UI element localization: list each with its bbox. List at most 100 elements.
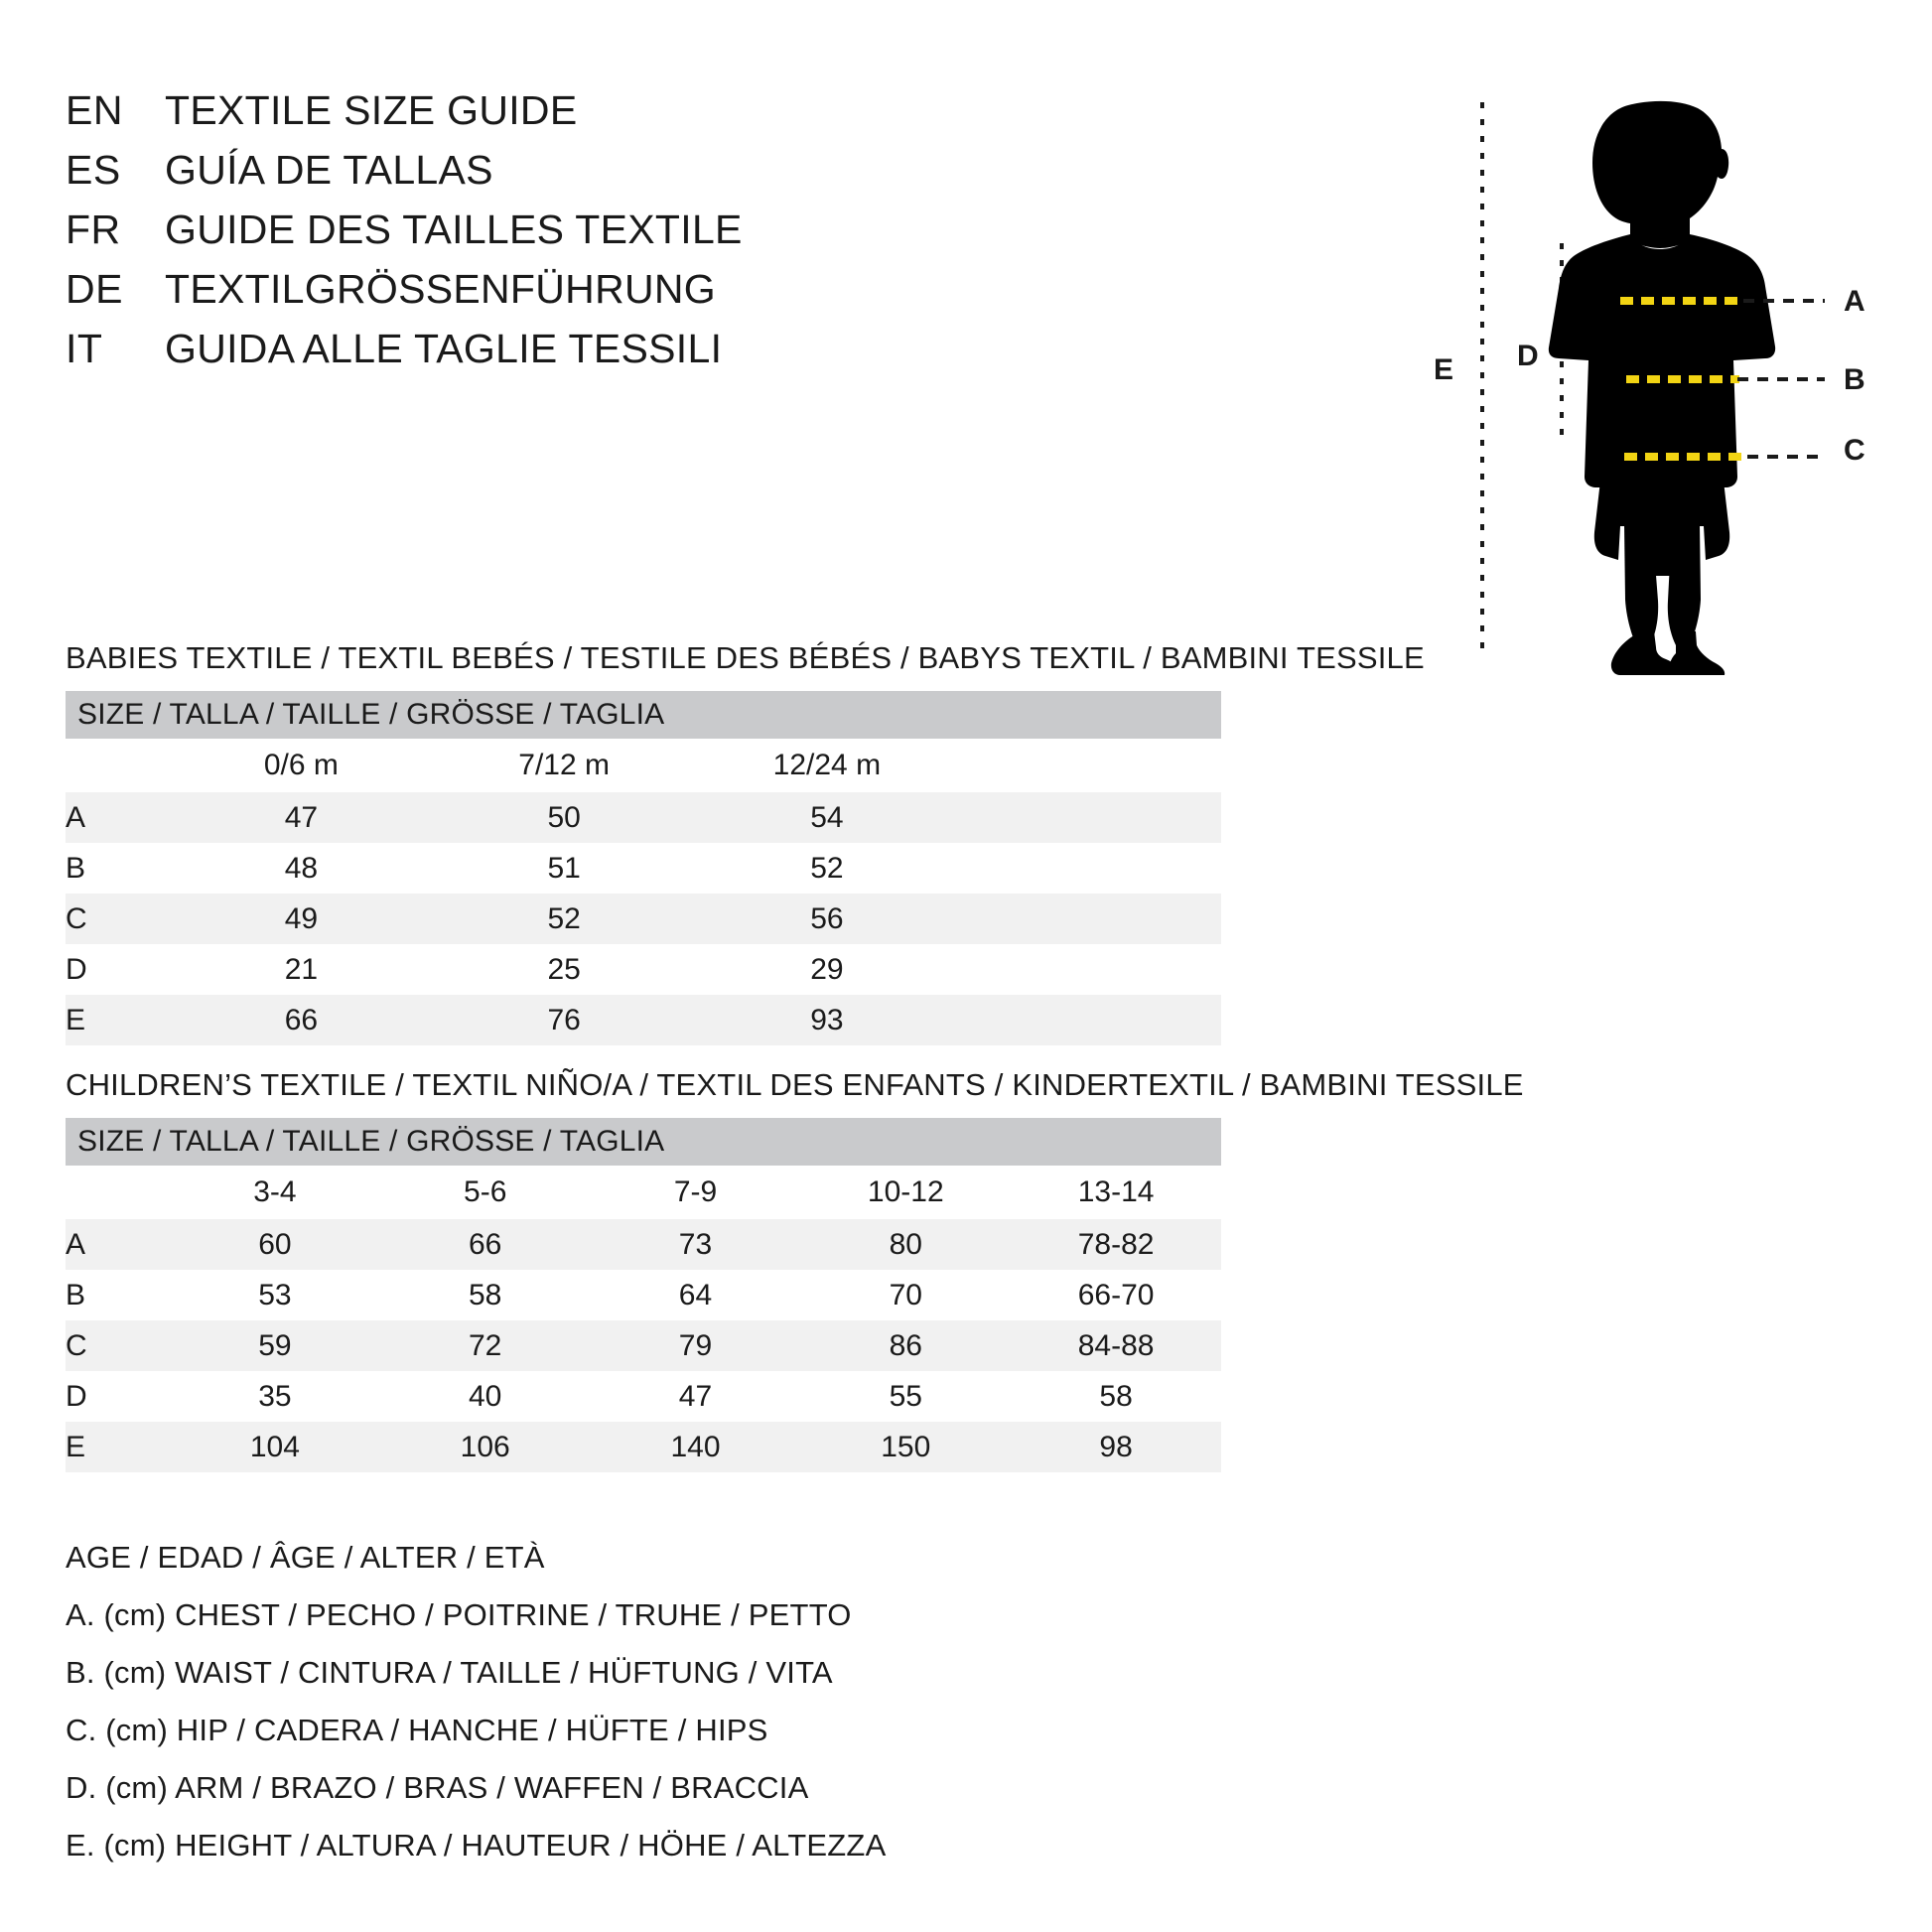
children-cell-b-3: 70	[889, 1278, 922, 1311]
table-row: C 59 72 79 86 84-88	[66, 1320, 1221, 1371]
table-row: B 53 58 64 70 66-70	[66, 1270, 1221, 1320]
children-cell-b-4: 66-70	[1077, 1278, 1155, 1311]
babies-column-header-row: 0/6 m 7/12 m 12/24 m	[66, 739, 1221, 792]
figure-label-d: D	[1517, 340, 1539, 372]
babies-row-label-a: A	[66, 792, 170, 843]
children-row-label-e: E	[66, 1422, 170, 1472]
babies-cell-b-spacer	[958, 843, 1221, 894]
legend-line-chest: A. (cm) CHEST / PECHO / POITRINE / TRUHE…	[66, 1597, 852, 1632]
babies-cell-a-1: 50	[432, 792, 696, 843]
figure-label-a: A	[1844, 285, 1865, 318]
legend-line-waist: B. (cm) WAIST / CINTURA / TAILLE / HÜFTU…	[66, 1655, 833, 1690]
babies-section: BABIES TEXTILE / TEXTIL BEBÉS / TESTILE …	[66, 640, 1425, 1045]
language-title-block: EN TEXTILE SIZE GUIDE ES GUÍA DE TALLAS …	[66, 87, 959, 385]
children-header-corner	[66, 1166, 170, 1219]
babies-column-header-2: 12/24 m	[695, 739, 959, 792]
children-cell-d-3: 55	[889, 1379, 922, 1413]
babies-row-label-e: E	[66, 995, 170, 1045]
figure-label-e: E	[1434, 353, 1454, 386]
language-title-it: GUIDA ALLE TAGLIE TESSILI	[165, 326, 723, 371]
children-section: CHILDREN’S TEXTILE / TEXTIL NIÑO/A / TEX…	[66, 1067, 1524, 1472]
language-row-es: ES GUÍA DE TALLAS	[66, 147, 959, 207]
children-cell-c-0: 59	[170, 1320, 380, 1371]
children-cell-d-2: 47	[678, 1379, 713, 1413]
children-cell-c-4: 84-88	[1011, 1320, 1221, 1371]
table-row: E 104 106 140 150 98	[66, 1422, 1221, 1472]
babies-row-label-d: D	[66, 952, 87, 986]
table-row: C 49 52 56	[66, 894, 1221, 944]
children-cell-e-0: 104	[170, 1422, 380, 1472]
babies-row-label-b: B	[66, 851, 86, 885]
table-row: D 35 40 47 55 58	[66, 1371, 1221, 1422]
babies-cell-c-0: 49	[170, 894, 433, 944]
child-silhouette-shape	[1548, 100, 1776, 675]
children-table-band: SIZE / TALLA / TAILLE / GRÖSSE / TAGLIA	[66, 1118, 1221, 1166]
babies-cell-c-spacer	[958, 894, 1221, 944]
babies-band-label: SIZE / TALLA / TAILLE / GRÖSSE / TAGLIA	[66, 691, 1221, 739]
babies-cell-b-1: 51	[547, 851, 581, 885]
babies-header-spacer	[958, 739, 1221, 792]
language-code-fr: FR	[66, 207, 121, 252]
legend-line-age: AGE / EDAD / ÂGE / ALTER / ETÀ	[66, 1540, 545, 1575]
babies-size-table: SIZE / TALLA / TAILLE / GRÖSSE / TAGLIA …	[66, 691, 1221, 1045]
children-column-header-4: 13-14	[1011, 1166, 1221, 1219]
figure-label-c: C	[1844, 434, 1865, 467]
babies-cell-a-0: 47	[170, 792, 433, 843]
language-code-en: EN	[66, 87, 123, 133]
children-row-label-a: A	[66, 1219, 170, 1270]
children-cell-d-0: 35	[258, 1379, 292, 1413]
babies-cell-e-spacer	[958, 995, 1221, 1045]
figure-label-b: B	[1844, 363, 1865, 396]
children-cell-a-4: 78-82	[1011, 1219, 1221, 1270]
babies-cell-e-0: 66	[170, 995, 433, 1045]
children-section-caption: CHILDREN’S TEXTILE / TEXTIL NIÑO/A / TEX…	[66, 1067, 1524, 1102]
legend-line-height: E. (cm) HEIGHT / ALTURA / HAUTEUR / HÖHE…	[66, 1828, 887, 1863]
babies-cell-b-0: 48	[284, 851, 319, 885]
children-cell-b-0: 53	[258, 1278, 292, 1311]
children-cell-e-2: 140	[590, 1422, 801, 1472]
children-band-label: SIZE / TALLA / TAILLE / GRÖSSE / TAGLIA	[66, 1118, 1221, 1166]
children-row-label-d: D	[66, 1379, 87, 1413]
children-cell-b-1: 58	[469, 1278, 502, 1311]
children-cell-e-4: 98	[1011, 1422, 1221, 1472]
children-cell-d-1: 40	[469, 1379, 502, 1413]
language-row-de: DE TEXTILGRÖSSENFÜHRUNG	[66, 266, 959, 326]
children-column-header-3: 10-12	[800, 1166, 1012, 1219]
children-cell-e-3: 150	[800, 1422, 1012, 1472]
legend-line-arm: D. (cm) ARM / BRAZO / BRAS / WAFFEN / BR…	[66, 1770, 809, 1805]
babies-cell-e-2: 93	[695, 995, 959, 1045]
language-code-es: ES	[66, 147, 121, 193]
babies-cell-d-2: 29	[810, 952, 844, 986]
language-title-de: TEXTILGRÖSSENFÜHRUNG	[165, 266, 716, 312]
children-column-header-row: 3-4 5-6 7-9 10-12 13-14	[66, 1166, 1221, 1219]
babies-row-label-c: C	[66, 894, 170, 944]
children-cell-a-2: 73	[590, 1219, 801, 1270]
children-size-table: SIZE / TALLA / TAILLE / GRÖSSE / TAGLIA …	[66, 1118, 1221, 1472]
children-cell-a-3: 80	[800, 1219, 1012, 1270]
children-row-label-c: C	[66, 1320, 170, 1371]
babies-cell-d-0: 21	[284, 952, 319, 986]
language-row-fr: FR GUIDE DES TAILLES TEXTILE	[66, 207, 959, 266]
children-row-label-b: B	[66, 1278, 86, 1311]
children-cell-a-1: 66	[379, 1219, 591, 1270]
language-title-fr: GUIDE DES TAILLES TEXTILE	[165, 207, 743, 252]
children-cell-e-1: 106	[379, 1422, 591, 1472]
babies-header-corner	[66, 739, 170, 792]
measurement-figure-diagram: E D A B C	[1390, 60, 1932, 675]
babies-cell-a-spacer	[958, 792, 1221, 843]
babies-column-header-0: 0/6 m	[170, 739, 433, 792]
language-code-it: IT	[66, 326, 103, 371]
children-column-header-2: 7-9	[590, 1166, 801, 1219]
measurement-legend: AGE / EDAD / ÂGE / ALTER / ETÀ A. (cm) C…	[66, 1529, 1158, 1874]
babies-column-header-1: 7/12 m	[432, 739, 696, 792]
language-code-de: DE	[66, 266, 123, 312]
table-row: D 21 25 29	[66, 944, 1221, 995]
child-silhouette-svg	[1480, 100, 1825, 675]
babies-cell-c-2: 56	[695, 894, 959, 944]
children-cell-c-3: 86	[800, 1320, 1012, 1371]
children-cell-d-4: 58	[1099, 1379, 1133, 1413]
children-cell-b-2: 64	[678, 1278, 713, 1311]
babies-section-caption: BABIES TEXTILE / TEXTIL BEBÉS / TESTILE …	[66, 640, 1425, 675]
children-cell-c-2: 79	[590, 1320, 801, 1371]
legend-line-hip: C. (cm) HIP / CADERA / HANCHE / HÜFTE / …	[66, 1713, 768, 1747]
